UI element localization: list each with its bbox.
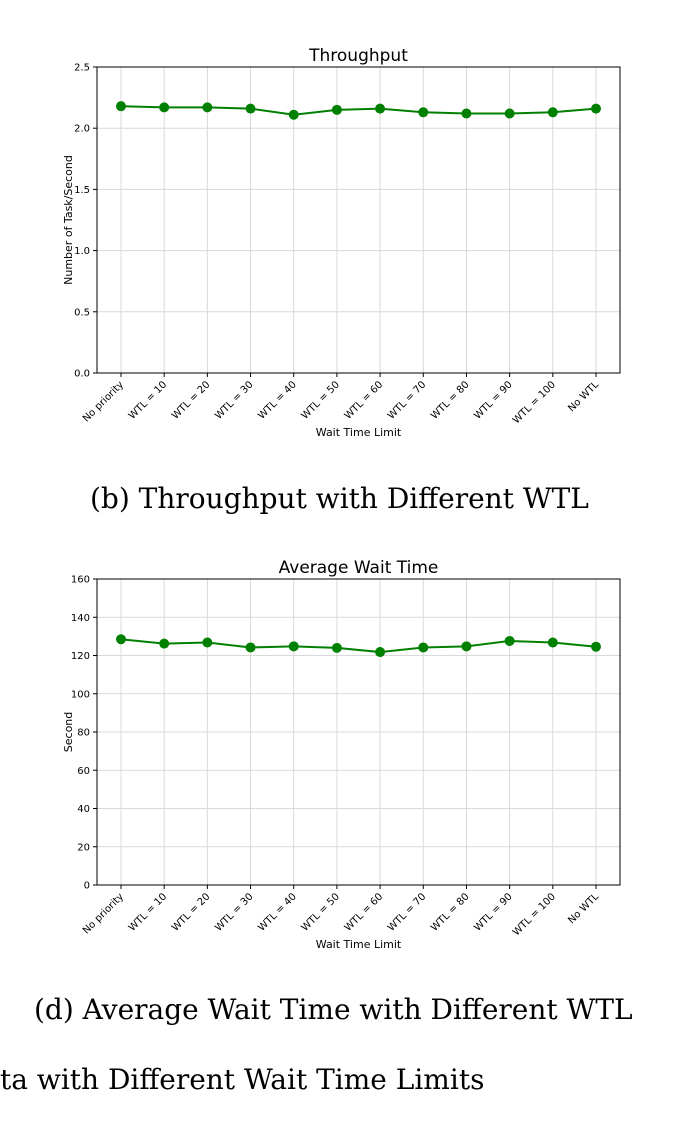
plot-frame (96, 66, 621, 374)
data-point (591, 641, 601, 652)
y-axis-label: Number of Task/Second (62, 155, 75, 285)
y-tick-label: 1.5 (74, 185, 90, 196)
y-tick-label: 0.5 (74, 307, 90, 318)
data-point (418, 642, 429, 653)
y-tick-label: 2.0 (74, 124, 90, 135)
x-tick-label: WTL = 10 (127, 379, 169, 421)
x-tick-label: WTL = 50 (300, 891, 342, 933)
x-tick-label: No WTL (566, 891, 601, 926)
y-tick-label: 40 (77, 804, 90, 815)
data-point (547, 107, 558, 118)
x-tick-label: WTL = 50 (300, 379, 342, 421)
data-point (245, 103, 256, 114)
y-tick-label: 60 (77, 766, 90, 777)
x-tick-label: WTL = 10 (127, 891, 169, 933)
data-points (116, 634, 601, 658)
x-tick-label: WTL = 70 (386, 891, 428, 933)
x-tick-label: WTL = 80 (429, 379, 471, 421)
x-tick-label: No priority (81, 379, 126, 424)
y-tick-label: 20 (77, 842, 90, 853)
x-ticks: No priority WTL = 10 WTL = 20 WTL = 30 WTL =… (81, 373, 601, 426)
data-point (202, 102, 213, 113)
data-point (288, 641, 299, 652)
x-tick-label: WTL = 100 (511, 891, 558, 938)
y-tick-label: 160 (71, 575, 90, 586)
x-tick-label: WTL = 70 (386, 379, 428, 421)
x-tick-label: WTL = 30 (213, 891, 255, 933)
data-point (375, 103, 386, 114)
data-point (547, 637, 558, 648)
data-point (202, 637, 213, 648)
data-point (418, 107, 429, 118)
y-ticks: 0 20 40 60 80 100 120 140 160 (71, 575, 97, 892)
x-tick-label: No WTL (566, 379, 601, 414)
y-tick-label: 100 (71, 689, 90, 700)
x-tick-label: WTL = 60 (343, 379, 385, 421)
y-axis-label: Second (62, 712, 75, 752)
y-tick-label: 0.0 (74, 369, 90, 380)
x-tick-label: WTL = 60 (343, 891, 385, 933)
x-tick-label: WTL = 20 (170, 379, 212, 421)
data-point (375, 647, 386, 658)
data-points (116, 101, 601, 120)
caption-throughput: (b) Throughput with Different WTL (90, 482, 589, 515)
data-point (591, 103, 601, 114)
x-tick-label: WTL = 40 (256, 379, 298, 421)
y-tick-label: 0 (84, 881, 90, 892)
data-point (331, 104, 342, 115)
x-tick-label: WTL = 100 (511, 379, 558, 426)
data-point (504, 108, 515, 119)
data-point (288, 109, 299, 120)
x-tick-label: WTL = 20 (170, 891, 212, 933)
figure-caption: ta with Different Wait Time Limits (0, 1063, 485, 1096)
x-ticks: No priority WTL = 10 WTL = 20 WTL = 30 WTL =… (81, 885, 601, 938)
x-tick-label: WTL = 80 (429, 891, 471, 933)
data-point (461, 108, 472, 119)
x-tick-label: WTL = 40 (256, 891, 298, 933)
x-tick-label: No priority (81, 891, 126, 936)
data-point (116, 101, 126, 112)
x-tick-label: WTL = 90 (472, 891, 514, 933)
data-point (245, 642, 256, 653)
series-line (120, 638, 597, 654)
data-point (331, 642, 342, 653)
y-tick-label: 140 (71, 613, 90, 624)
data-point (504, 635, 515, 646)
throughput-chart: 0.00.51.01.52.02.5 No priority WTL = 10 WT… (62, 46, 621, 439)
y-tick-label: 1.0 (74, 246, 90, 257)
data-point (159, 638, 170, 649)
y-tick-label: 120 (71, 651, 90, 662)
caption-average-wait-time: (d) Average Wait Time with Different WTL (34, 993, 633, 1026)
chart-title: Average Wait Time (279, 558, 439, 578)
x-tick-label: WTL = 90 (472, 379, 514, 421)
data-point (159, 102, 170, 113)
x-axis-label: Wait Time Limit (316, 426, 402, 439)
x-axis-label: Wait Time Limit (316, 938, 402, 951)
y-tick-label: 2.5 (74, 63, 90, 74)
x-tick-label: WTL = 30 (213, 379, 255, 421)
chart-title: Throughput (308, 46, 408, 66)
series-line (120, 105, 597, 116)
grid-lines (97, 578, 620, 886)
y-ticks: 0.0 0.5 1.0 1.5 2.0 2.5 (74, 63, 97, 380)
data-point (116, 634, 126, 645)
data-point (461, 641, 472, 652)
y-tick-label: 80 (77, 728, 90, 739)
